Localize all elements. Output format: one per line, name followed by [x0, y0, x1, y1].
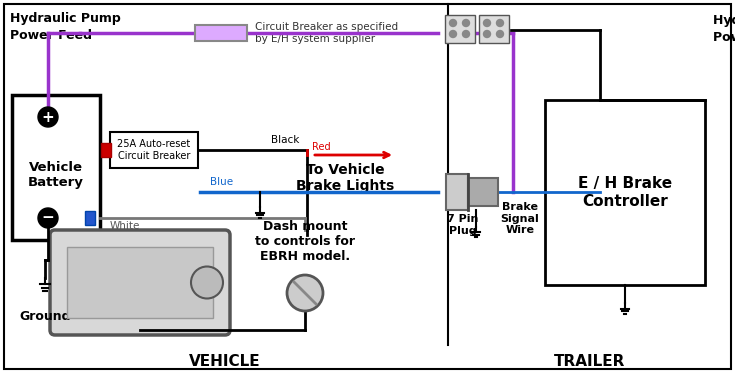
Bar: [67, 247, 213, 318]
Bar: [468, 178, 498, 206]
Bar: [101, 143, 111, 157]
Circle shape: [287, 275, 323, 311]
Bar: [446, 174, 468, 210]
Circle shape: [462, 19, 470, 26]
Circle shape: [497, 19, 503, 26]
Circle shape: [38, 208, 58, 228]
Text: Dash mount
to controls for
EBRH model.: Dash mount to controls for EBRH model.: [255, 220, 355, 263]
Text: Vehicle
Battery: Vehicle Battery: [28, 161, 84, 189]
Text: Ground: Ground: [19, 310, 71, 323]
Text: Hydraulic Pump
Power Feed: Hydraulic Pump Power Feed: [713, 14, 735, 44]
Text: White: White: [110, 221, 140, 231]
Bar: [110, 132, 198, 168]
Circle shape: [38, 107, 58, 127]
Text: Hydraulic Pump
Power Feed: Hydraulic Pump Power Feed: [10, 12, 121, 42]
Text: +: +: [42, 110, 54, 125]
Text: Circuit Breaker as specified
by E/H system supplier: Circuit Breaker as specified by E/H syst…: [255, 22, 398, 44]
Circle shape: [462, 31, 470, 38]
Circle shape: [484, 19, 490, 26]
FancyBboxPatch shape: [50, 230, 230, 335]
Bar: [545, 100, 705, 285]
Bar: [445, 15, 475, 43]
Circle shape: [191, 266, 223, 298]
Bar: [85, 211, 95, 225]
Text: Red: Red: [312, 142, 331, 152]
Circle shape: [484, 31, 490, 38]
Bar: [195, 25, 247, 41]
Text: Black: Black: [270, 135, 299, 145]
Text: TRAILER: TRAILER: [554, 354, 625, 369]
Text: −: −: [42, 210, 54, 226]
Circle shape: [497, 31, 503, 38]
Text: Brake
Signal
Wire: Brake Signal Wire: [501, 202, 539, 235]
Text: 25A Auto-reset
Circuit Breaker: 25A Auto-reset Circuit Breaker: [118, 139, 190, 161]
Text: Blue: Blue: [210, 177, 233, 187]
Bar: [479, 15, 509, 43]
Text: VEHICLE: VEHICLE: [189, 354, 261, 369]
Circle shape: [450, 19, 456, 26]
Text: E / H Brake
Controller: E / H Brake Controller: [578, 176, 672, 209]
Circle shape: [450, 31, 456, 38]
Text: To Vehicle
Brake Lights: To Vehicle Brake Lights: [296, 163, 394, 193]
Bar: [12, 95, 100, 240]
Text: 7 Pin
Plug: 7 Pin Plug: [448, 214, 478, 236]
